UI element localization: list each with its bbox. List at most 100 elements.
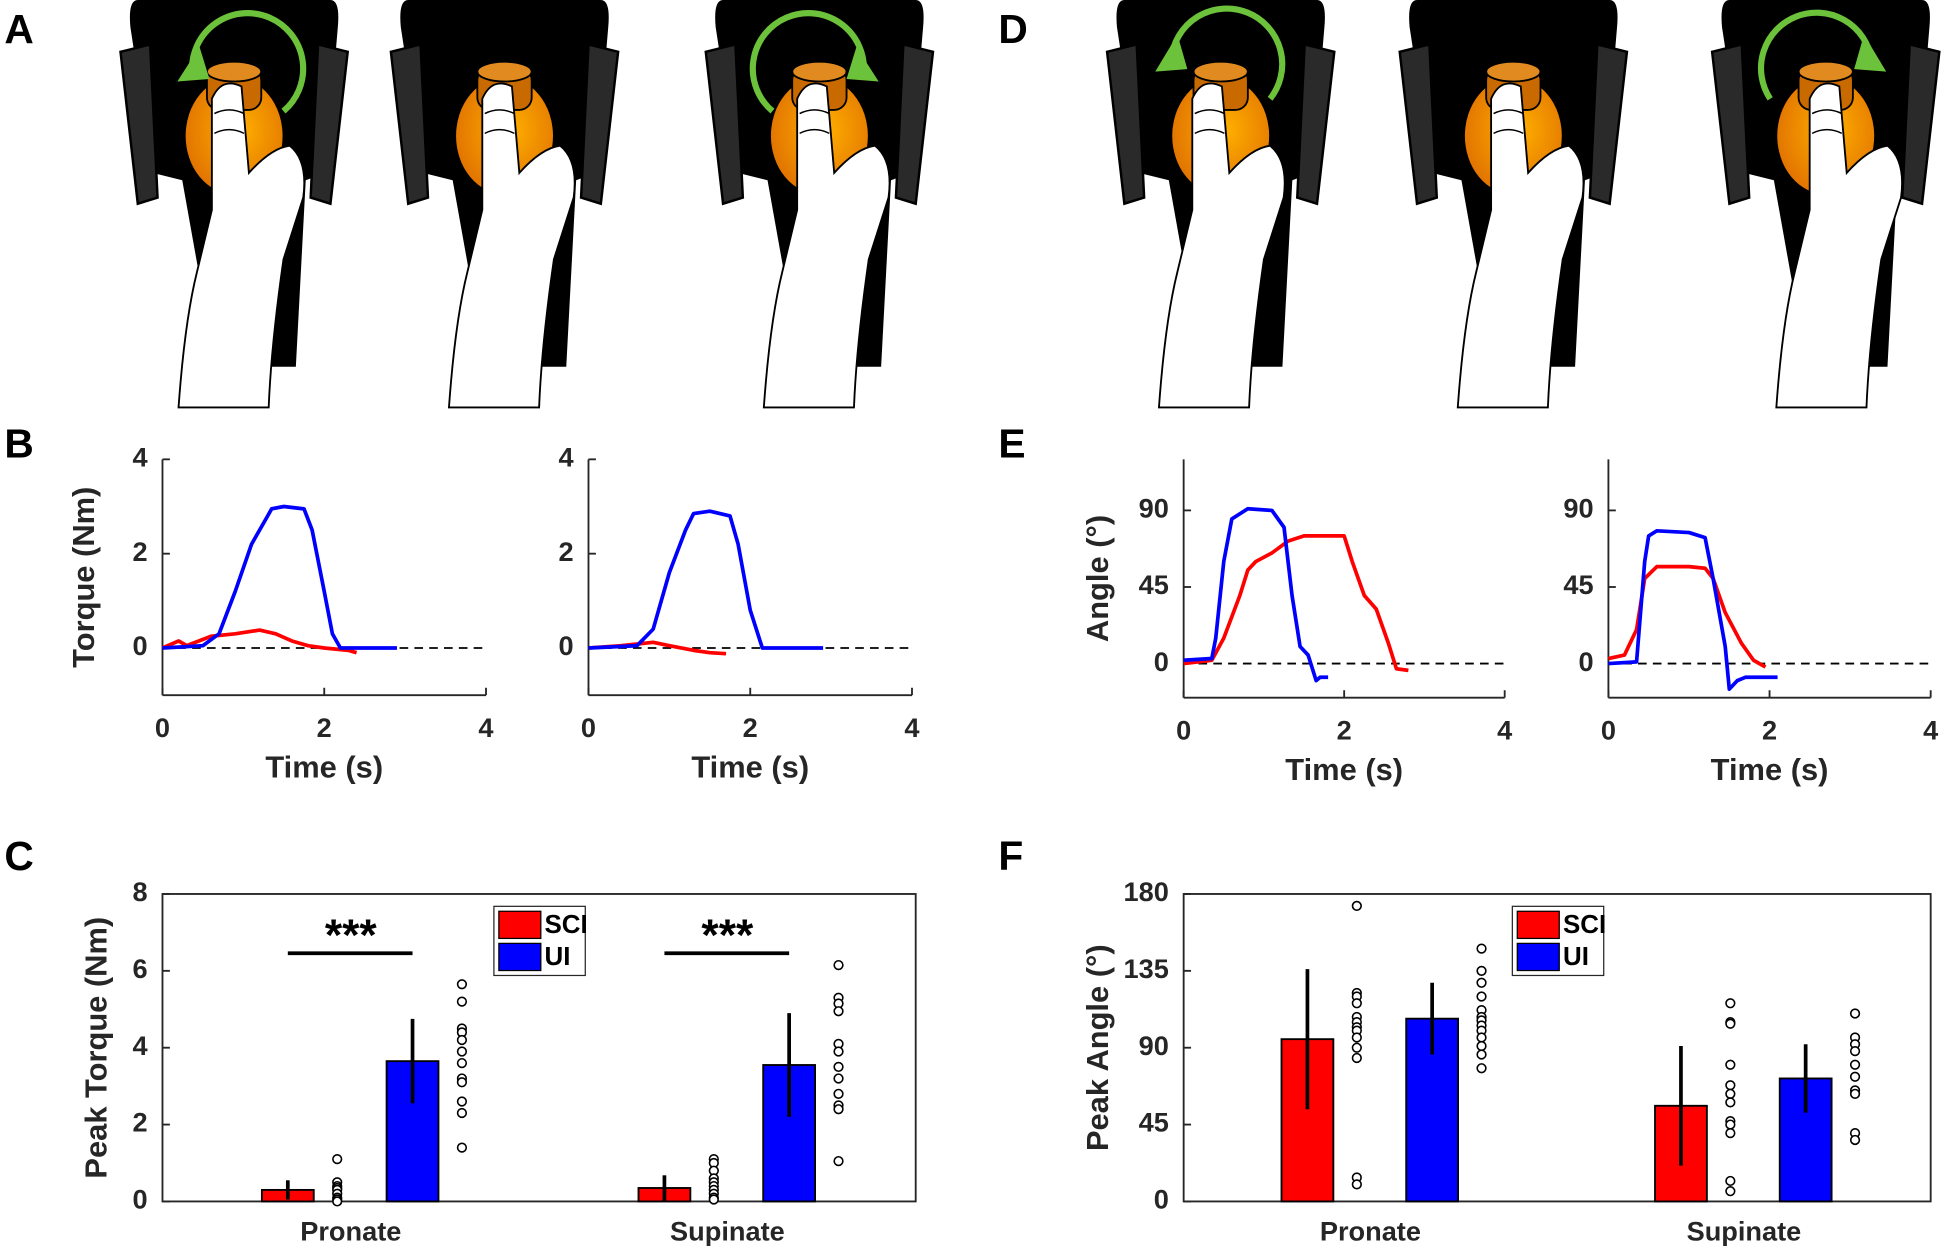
x-tick-label: 0 [155,712,170,743]
data-point [1849,1008,1861,1019]
y-tick-label: 8 [133,876,148,907]
panel-label: A [4,6,33,52]
significance-label: *** [325,911,378,960]
data-point [833,1046,844,1057]
data-point [1351,1042,1362,1053]
legend-swatch [498,942,542,972]
y-tick-label: 4 [559,442,574,473]
x-tick-label: 2 [1762,714,1777,745]
y-tick-label: 90 [1139,1030,1169,1061]
x-axis-label: Time (s) [265,749,383,784]
data-point [1849,1134,1861,1146]
x-tick-label: 2 [743,712,758,743]
data-point [1476,1049,1487,1060]
data-point [833,959,844,971]
data-point [456,1057,468,1069]
x-tick-label: 4 [478,712,493,743]
panel-label: F [998,833,1023,879]
x-axis-label: Time (s) [1711,752,1829,787]
x-tick-label: 0 [1176,714,1191,745]
y-axis-label: Angle (°) [1080,515,1115,642]
data-point [1476,943,1487,954]
data-point [1725,998,1736,1009]
data-point [1476,1032,1487,1043]
y-axis-label: Peak Angle (°) [1080,944,1115,1151]
data-point [456,1107,468,1119]
panel-label: B [4,421,33,467]
x-tick-label: Pronate [1320,1216,1421,1247]
data-point [332,1154,343,1165]
x-tick-label: 0 [581,712,596,743]
significance-label: *** [701,911,754,960]
legend-label: SCI [545,911,588,939]
x-tick-label: 4 [1497,714,1512,745]
data-point [1351,900,1362,912]
data-point [1351,998,1362,1009]
data-point [456,1034,468,1046]
data-point [456,979,468,990]
data-point [833,1073,844,1084]
x-tick-label: 4 [1923,714,1938,745]
y-tick-label: 4 [133,1030,148,1061]
x-tick-label: 2 [317,712,332,743]
panel-label: C [4,833,33,879]
data-point [1849,1059,1861,1070]
data-point [1725,1059,1736,1070]
y-tick-label: 6 [133,953,148,984]
data-point [1725,1080,1736,1091]
y-tick-label: 0 [133,630,148,661]
data-point [833,1088,844,1099]
data-point [708,1194,719,1205]
data-point [1725,1127,1736,1139]
plot-frame [1182,893,1932,1203]
x-tick-label: 2 [1337,714,1352,745]
y-tick-label: 0 [1154,1184,1169,1215]
data-point [1476,991,1487,1002]
data-point [1725,1186,1736,1197]
data-point [1476,1063,1487,1074]
y-axis-label: Peak Torque (Nm) [78,917,113,1179]
data-line [162,504,397,650]
data-point [456,1096,468,1107]
x-tick-label: 4 [904,712,919,743]
data-point [1725,1097,1736,1108]
x-tick-label: 0 [1601,714,1616,745]
data-point [1725,1018,1736,1029]
y-tick-label: 0 [1154,646,1169,677]
y-tick-label: 45 [1563,569,1593,600]
data-point [456,1077,468,1088]
data-point [1849,1071,1861,1082]
x-tick-label: Pronate [300,1216,401,1247]
data-line [1608,528,1778,691]
data-line [1608,564,1767,669]
x-tick-label: Supinate [1687,1216,1802,1247]
data-point [833,1104,844,1115]
y-tick-label: 45 [1139,569,1169,600]
data-point [1476,977,1487,988]
data-point [833,1155,844,1167]
legend-label: UI [1563,943,1589,971]
x-axis-label: Time (s) [691,749,809,784]
x-tick-label: Supinate [670,1216,785,1247]
legend-label: UI [545,943,571,971]
data-point [456,996,468,1007]
data-point [1351,1032,1362,1043]
data-point [456,1046,468,1057]
data-point [1351,1179,1362,1190]
data-point [1476,1040,1487,1052]
y-tick-label: 90 [1563,493,1593,524]
data-line [588,509,824,650]
data-point [1476,965,1487,976]
data-point [1849,1045,1861,1057]
data-point [1849,1088,1861,1099]
data-point [833,1006,844,1017]
y-tick-label: 45 [1139,1107,1169,1138]
legend-swatch [1516,910,1560,940]
y-tick-label: 2 [133,1107,148,1138]
data-point [1351,1052,1362,1064]
data-point [332,1196,343,1207]
y-tick-label: 180 [1124,876,1169,907]
y-tick-label: 0 [133,1184,148,1215]
data-point [1725,1175,1736,1187]
